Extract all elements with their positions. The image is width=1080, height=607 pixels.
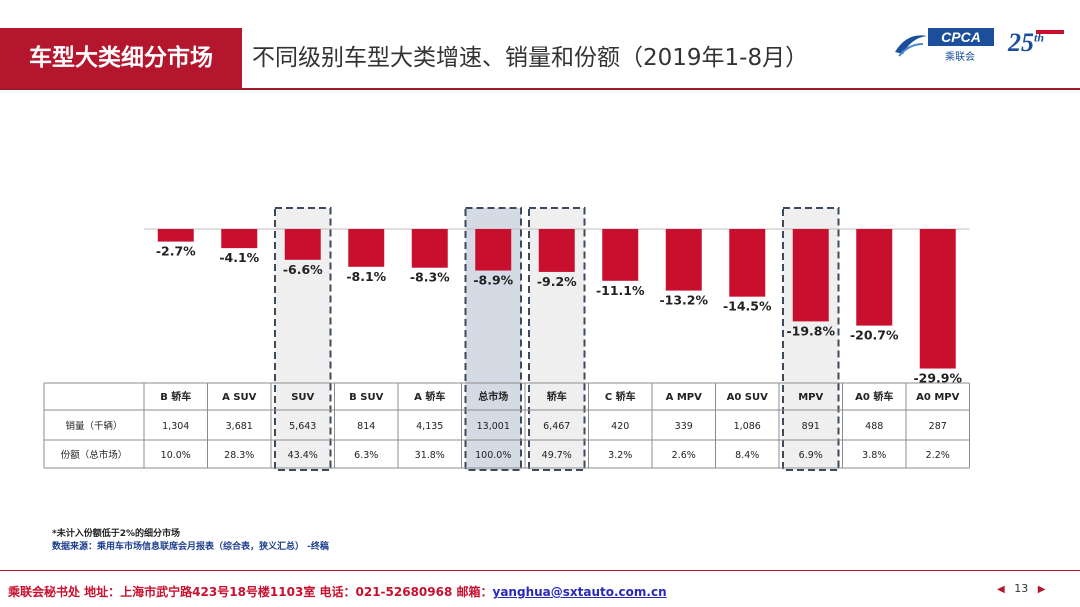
category-label: MPV	[798, 392, 823, 403]
category-label: 总市场	[478, 390, 508, 403]
page-navigation: ◀ 13 ▶	[997, 582, 1045, 595]
table-cell: 1,086	[734, 421, 761, 432]
anniversary-ribbon-icon	[1036, 30, 1064, 34]
table-cell: 2.6%	[672, 450, 696, 461]
bar	[475, 229, 512, 271]
prev-page-icon[interactable]: ◀	[997, 584, 1005, 595]
cpca-swoosh-icon	[895, 35, 927, 57]
table-cell: 339	[675, 421, 693, 432]
category-label: A0 轿车	[855, 390, 893, 403]
header-divider	[0, 88, 1080, 90]
bar-data-label: -13.2%	[659, 293, 708, 308]
table-cell: 43.4%	[288, 450, 318, 461]
bar	[665, 229, 702, 291]
table-cell: 10.0%	[161, 450, 191, 461]
bar-data-label: -8.9%	[473, 273, 513, 288]
page-subtitle: 不同级别车型大类增速、销量和份额（2019年1-8月）	[252, 45, 809, 71]
bar	[221, 229, 258, 249]
bar-data-label: -14.5%	[723, 299, 772, 314]
table-cell: 891	[802, 421, 820, 432]
footer-contact: 乘联会秘书处 地址：上海市武宁路423号18号楼1103室 电话：021-526…	[8, 583, 667, 600]
table-cell: 3.8%	[862, 450, 886, 461]
category-label: C 轿车	[605, 390, 636, 403]
bar	[856, 229, 893, 326]
footer-divider	[0, 570, 1080, 571]
bar-data-label: -8.1%	[346, 269, 386, 284]
cpca-logo: CPCA	[928, 28, 994, 46]
table-cell: 2.2%	[926, 450, 950, 461]
highlight-box	[274, 207, 332, 471]
table-cell: 8.4%	[735, 450, 759, 461]
bar	[348, 229, 385, 267]
next-page-icon[interactable]: ▶	[1037, 584, 1046, 595]
table-row-label: 销量（千辆）	[65, 420, 122, 432]
section-title-box	[0, 28, 242, 88]
note-share-threshold: *未计入份额低于2%的细分市场	[52, 529, 180, 539]
table-cell: 6.9%	[799, 450, 823, 461]
table-cell: 3,681	[226, 421, 253, 432]
bar-data-label: -20.7%	[850, 328, 899, 343]
bar	[729, 229, 766, 297]
footer-address: 乘联会秘书处 地址：上海市武宁路423号18号楼1103室 电话：021-526…	[8, 585, 493, 599]
bar	[602, 229, 639, 281]
section-title: 车型大类细分市场	[29, 45, 213, 71]
table-cell: 420	[611, 421, 629, 432]
category-label: A 轿车	[414, 390, 445, 403]
category-label: B SUV	[349, 392, 383, 403]
category-label: A SUV	[222, 392, 257, 403]
page-number: 13	[1014, 582, 1029, 595]
bar-data-label: -9.2%	[537, 274, 577, 289]
bar-data-label: -11.1%	[596, 283, 645, 298]
table-cell: 287	[929, 421, 947, 432]
bar	[919, 229, 956, 369]
table-cell: 49.7%	[542, 450, 572, 461]
table-cell: 488	[865, 421, 883, 432]
category-label: A MPV	[666, 392, 703, 403]
table-row-label: 份额（总市场）	[61, 449, 128, 461]
table-cell: 1,304	[162, 421, 189, 432]
category-label: A0 SUV	[727, 392, 769, 403]
category-label: B 轿车	[160, 390, 191, 403]
anniversary-logo: 25th	[1008, 28, 1045, 57]
table-cell: 28.3%	[224, 450, 254, 461]
table-cell: 5,643	[289, 421, 316, 432]
category-label: SUV	[291, 392, 314, 403]
table-cell: 6.3%	[354, 450, 378, 461]
bar	[792, 229, 829, 322]
bar	[538, 229, 575, 272]
bar-data-label: -29.9%	[913, 371, 962, 386]
table-cell: 6,467	[543, 421, 570, 432]
anniversary-number: 25	[1008, 28, 1034, 57]
category-label: A0 MPV	[916, 392, 959, 403]
table-cell: 31.8%	[415, 450, 445, 461]
table-cell: 100.0%	[475, 450, 511, 461]
table-cell: 814	[357, 421, 375, 432]
bar-data-label: -6.6%	[283, 262, 323, 277]
bar-data-label: -8.3%	[410, 270, 450, 285]
table-cell: 13,001	[477, 421, 510, 432]
bar-data-label: -4.1%	[219, 250, 259, 265]
bar-data-label: -2.7%	[156, 244, 196, 259]
footer-email-link[interactable]: yanghua@sxtauto.com.cn	[492, 585, 667, 599]
growth-bar-chart: -2.7% -4.1% -6.6% -8.1% -8.3% -8.9% -9.2% -11.1…	[43, 207, 970, 471]
category-label: 轿车	[547, 390, 567, 403]
table-cell: 4,135	[416, 421, 443, 432]
bar	[157, 229, 194, 242]
table-cell: 3.2%	[608, 450, 632, 461]
note-data-source: 数据来源：乘用车市场信息联席会月报表（综合表，狭义汇总） -终稿	[52, 542, 329, 552]
bar	[411, 229, 448, 268]
bar-data-label: -19.8%	[786, 323, 835, 338]
bar	[284, 229, 321, 260]
cpca-logo-sub: 乘联会	[945, 52, 975, 63]
notes: *未计入份额低于2%的细分市场 数据来源：乘用车市场信息联席会月报表（综合表，狭…	[52, 528, 329, 554]
